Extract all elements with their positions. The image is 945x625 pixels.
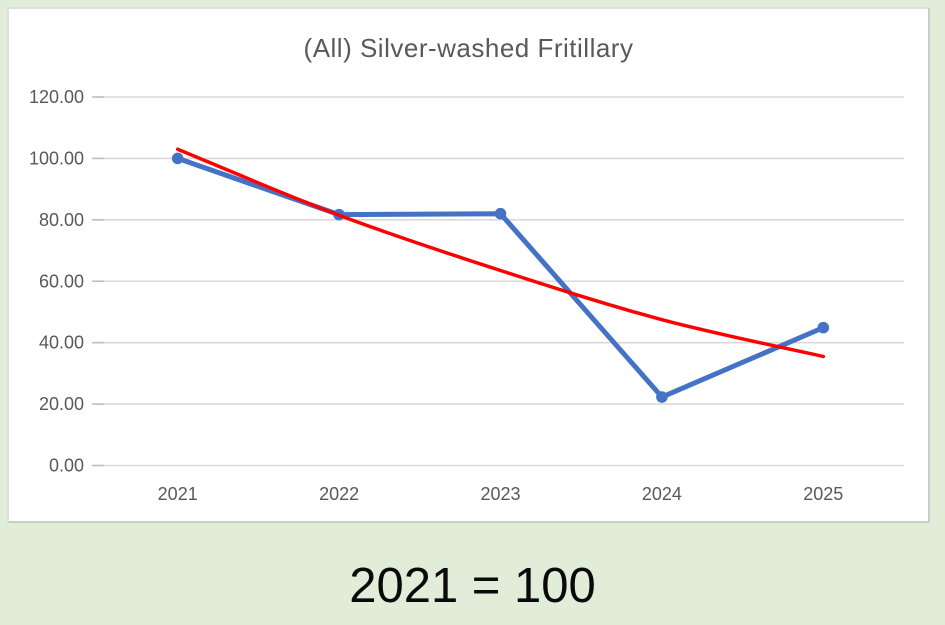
x-axis-label: 2025	[803, 484, 843, 504]
x-axis-label: 2024	[642, 484, 682, 504]
index-series-line	[175, 155, 826, 400]
trendline-line	[175, 147, 826, 359]
data-point-marker	[656, 391, 668, 403]
y-axis-label: 80.00	[39, 210, 84, 230]
data-point-marker	[171, 152, 184, 165]
chart-panel	[7, 7, 930, 523]
y-axis-label: 0.00	[49, 456, 84, 476]
x-axis-label: 2021	[158, 484, 198, 504]
data-point-marker	[494, 207, 507, 220]
data-point-marker	[817, 321, 830, 334]
y-axis-label: 20.00	[39, 394, 84, 414]
chart-title: (All) Silver-washed Fritillary	[303, 33, 634, 63]
y-axis-label: 120.00	[29, 87, 84, 107]
x-axis-label: 2023	[480, 484, 520, 504]
y-axis-label: 60.00	[39, 271, 84, 291]
y-axis-label: 40.00	[39, 333, 84, 353]
baseline-footnote: 2021 = 100	[349, 559, 596, 613]
y-axis-label: 100.00	[29, 148, 84, 168]
x-axis-label: 2022	[319, 484, 359, 504]
